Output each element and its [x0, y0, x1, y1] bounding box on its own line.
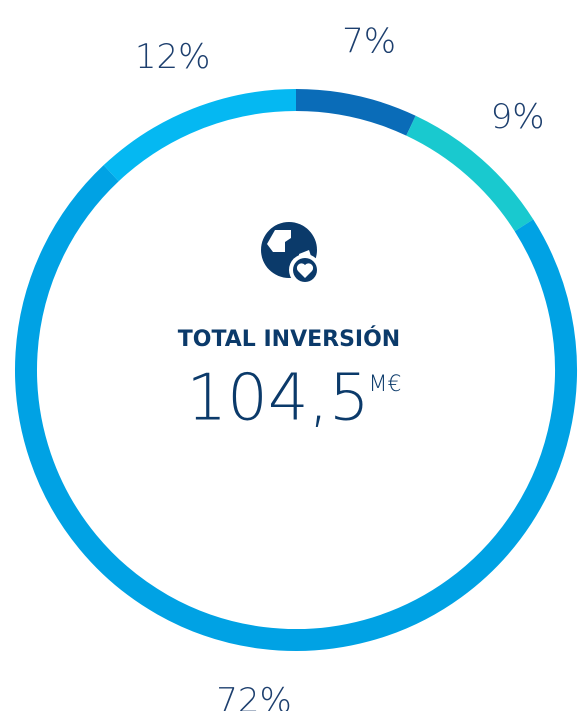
segment-label: 7% [342, 22, 396, 62]
segment-label: 12% [135, 37, 211, 77]
donut-segment [15, 165, 577, 651]
segment-label: 72% [216, 681, 292, 711]
globe-heart-icon [261, 222, 321, 286]
donut-segment [103, 89, 297, 182]
total-unit: M€ [369, 372, 402, 397]
segment-label: 9% [491, 97, 545, 137]
donut-segment [295, 89, 416, 136]
total-label: TOTAL INVERSIÓN [178, 326, 400, 352]
donut-segment [406, 115, 534, 232]
total-value: 104,5 [186, 362, 369, 436]
